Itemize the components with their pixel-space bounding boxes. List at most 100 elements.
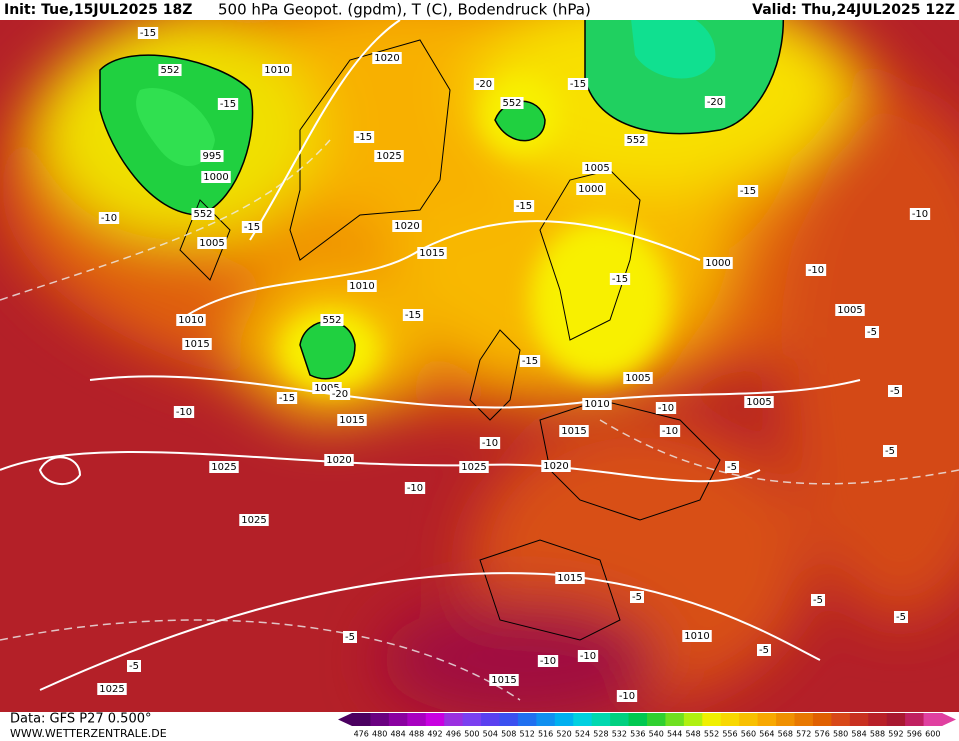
label-box [894, 611, 908, 623]
pressure-label: -5 [727, 462, 737, 473]
pressure-label: -5 [885, 446, 895, 457]
colorbar-label: 592 [888, 730, 903, 739]
colorbar-label: 580 [833, 730, 848, 739]
label-box [353, 131, 375, 143]
pressure-label: 1015 [339, 415, 364, 426]
colorbar-swatch [352, 713, 371, 726]
colorbar-label: 488 [409, 730, 424, 739]
map-title: 500 hPa Geopot. (gpdm), T (C), Bodendruc… [218, 1, 591, 19]
label-box [98, 212, 120, 224]
label-box [616, 690, 638, 702]
label-box [737, 185, 759, 197]
colorbar-label: 540 [649, 730, 664, 739]
colorbar-label: 548 [685, 730, 700, 739]
pressure-label: -10 [619, 691, 635, 702]
pressure-label: 1015 [419, 248, 444, 259]
label-box [158, 64, 182, 76]
label-box [805, 264, 827, 276]
label-box [241, 221, 263, 233]
pressure-label: 1005 [199, 238, 224, 249]
label-box [276, 392, 298, 404]
label-box [417, 247, 447, 259]
label-box [402, 309, 424, 321]
label-box [217, 98, 239, 110]
pressure-label: -15 [740, 186, 756, 197]
colorbar-swatch [388, 713, 408, 726]
label-box [200, 150, 224, 162]
pressure-label: -15 [244, 222, 260, 233]
label-box [811, 594, 825, 606]
pressure-label: 1020 [326, 455, 351, 466]
colorbar-swatch [536, 713, 556, 726]
colorbar-swatch [683, 713, 703, 726]
colorbar-swatch [610, 713, 630, 726]
pressure-label: 552 [626, 135, 645, 146]
label-box [137, 27, 159, 39]
label-box [97, 683, 127, 695]
label-box [262, 64, 292, 76]
data-source: Data: GFS P27 0.500° [10, 712, 152, 727]
pressure-label: -5 [896, 612, 906, 623]
pressure-label: 1025 [211, 462, 236, 473]
colorbar-swatch [739, 713, 759, 726]
pressure-label: -10 [407, 483, 423, 494]
pressure-label: 1010 [584, 399, 609, 410]
pressure-label: 1010 [178, 315, 203, 326]
colorbar-label: 560 [741, 730, 756, 739]
colorbar-label: 520 [556, 730, 571, 739]
colorbar-label: 536 [630, 730, 645, 739]
map-area [0, 0, 959, 720]
pressure-label: 1005 [584, 163, 609, 174]
label-box [372, 52, 402, 64]
label-box [623, 372, 653, 384]
label-box [176, 314, 206, 326]
colorbar-swatch [757, 713, 777, 726]
label-box [577, 650, 599, 662]
pressure-label: 1025 [461, 462, 486, 473]
pressure-label: 1020 [374, 53, 399, 64]
colorbar-label: 496 [446, 730, 461, 739]
label-box [835, 304, 865, 316]
pressure-label: 1005 [314, 383, 339, 394]
colorbar-swatch [886, 713, 906, 726]
colorbar-swatch [591, 713, 611, 726]
pressure-label: -15 [612, 274, 628, 285]
label-box [324, 454, 354, 466]
pressure-label: -20 [707, 97, 723, 108]
colorbar-swatch [849, 713, 869, 726]
label-box [659, 425, 681, 437]
label-box [624, 134, 648, 146]
label-box [555, 572, 585, 584]
label-box [343, 631, 357, 643]
colorbar-swatch [720, 713, 740, 726]
pressure-label: 1015 [561, 426, 586, 437]
label-box [744, 396, 774, 408]
colorbar-swatch [831, 713, 851, 726]
colorbar-label: 544 [667, 730, 682, 739]
colorbar-swatch [425, 713, 445, 726]
pressure-label: -15 [516, 201, 532, 212]
pressure-label: -15 [570, 79, 586, 90]
label-box [404, 482, 426, 494]
pressure-label: -15 [405, 310, 421, 321]
pressure-label: 1025 [99, 684, 124, 695]
label-box [337, 414, 367, 426]
label-box [320, 314, 344, 326]
label-box [489, 674, 519, 686]
pressure-label: 1010 [349, 281, 374, 292]
map-labels: -15 552 1010 -15 995 1000 552 1005 -15 1020 -20 552… [97, 27, 931, 702]
colorbar-label: 532 [612, 730, 627, 739]
colorbar-label: 504 [483, 730, 498, 739]
label-box [888, 385, 902, 397]
label-box [201, 171, 231, 183]
colorbar-swatch [794, 713, 814, 726]
colorbar-label: 556 [722, 730, 737, 739]
label-box [537, 655, 559, 667]
label-box [197, 237, 227, 249]
label-box [725, 461, 739, 473]
pressure-label: 1000 [203, 172, 228, 183]
colorbar-label: 516 [538, 730, 553, 739]
pressure-label: 1025 [241, 515, 266, 526]
pressure-label: 552 [502, 98, 521, 109]
